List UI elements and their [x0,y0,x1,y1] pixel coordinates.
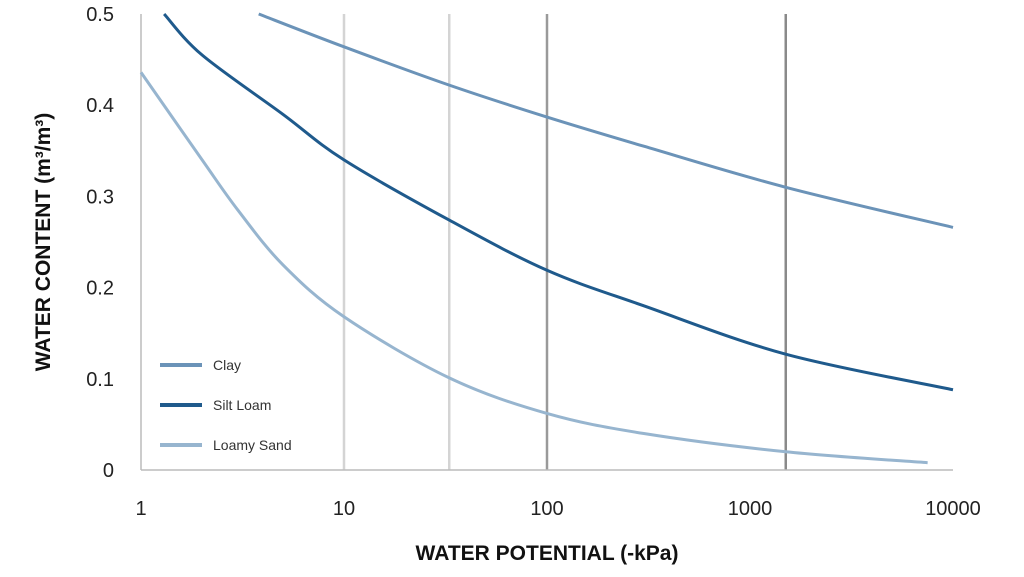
x-axis-label: WATER POTENTIAL (-kPa) [416,542,679,565]
x-tick-label: 1000 [728,498,773,520]
y-tick-label: 0.5 [86,4,114,26]
legend-item: Clay [160,357,241,373]
legend-label: Clay [213,357,241,373]
series-line-silt-loam [163,12,954,392]
series-line-loamy-sand [139,71,928,465]
y-tick-label: 0.3 [86,186,114,208]
y-tick-label: 0.2 [86,278,114,300]
x-tick-label: 100 [530,498,563,520]
legend-item: Loamy Sand [160,437,292,453]
series-line-clay [258,12,954,229]
x-tick-label: 10000 [925,498,981,520]
x-tick-label: 1 [135,498,146,520]
legend-item: Silt Loam [160,397,271,413]
legend-label: Loamy Sand [213,437,292,453]
x-tick-label: 10 [333,498,355,520]
legend-label: Silt Loam [213,397,271,413]
y-tick-label: 0.1 [86,369,114,391]
y-tick-label: 0.4 [86,95,114,117]
y-axis-label: WATER CONTENT (m³/m³) [32,113,55,372]
y-tick-label: 0 [103,460,114,482]
